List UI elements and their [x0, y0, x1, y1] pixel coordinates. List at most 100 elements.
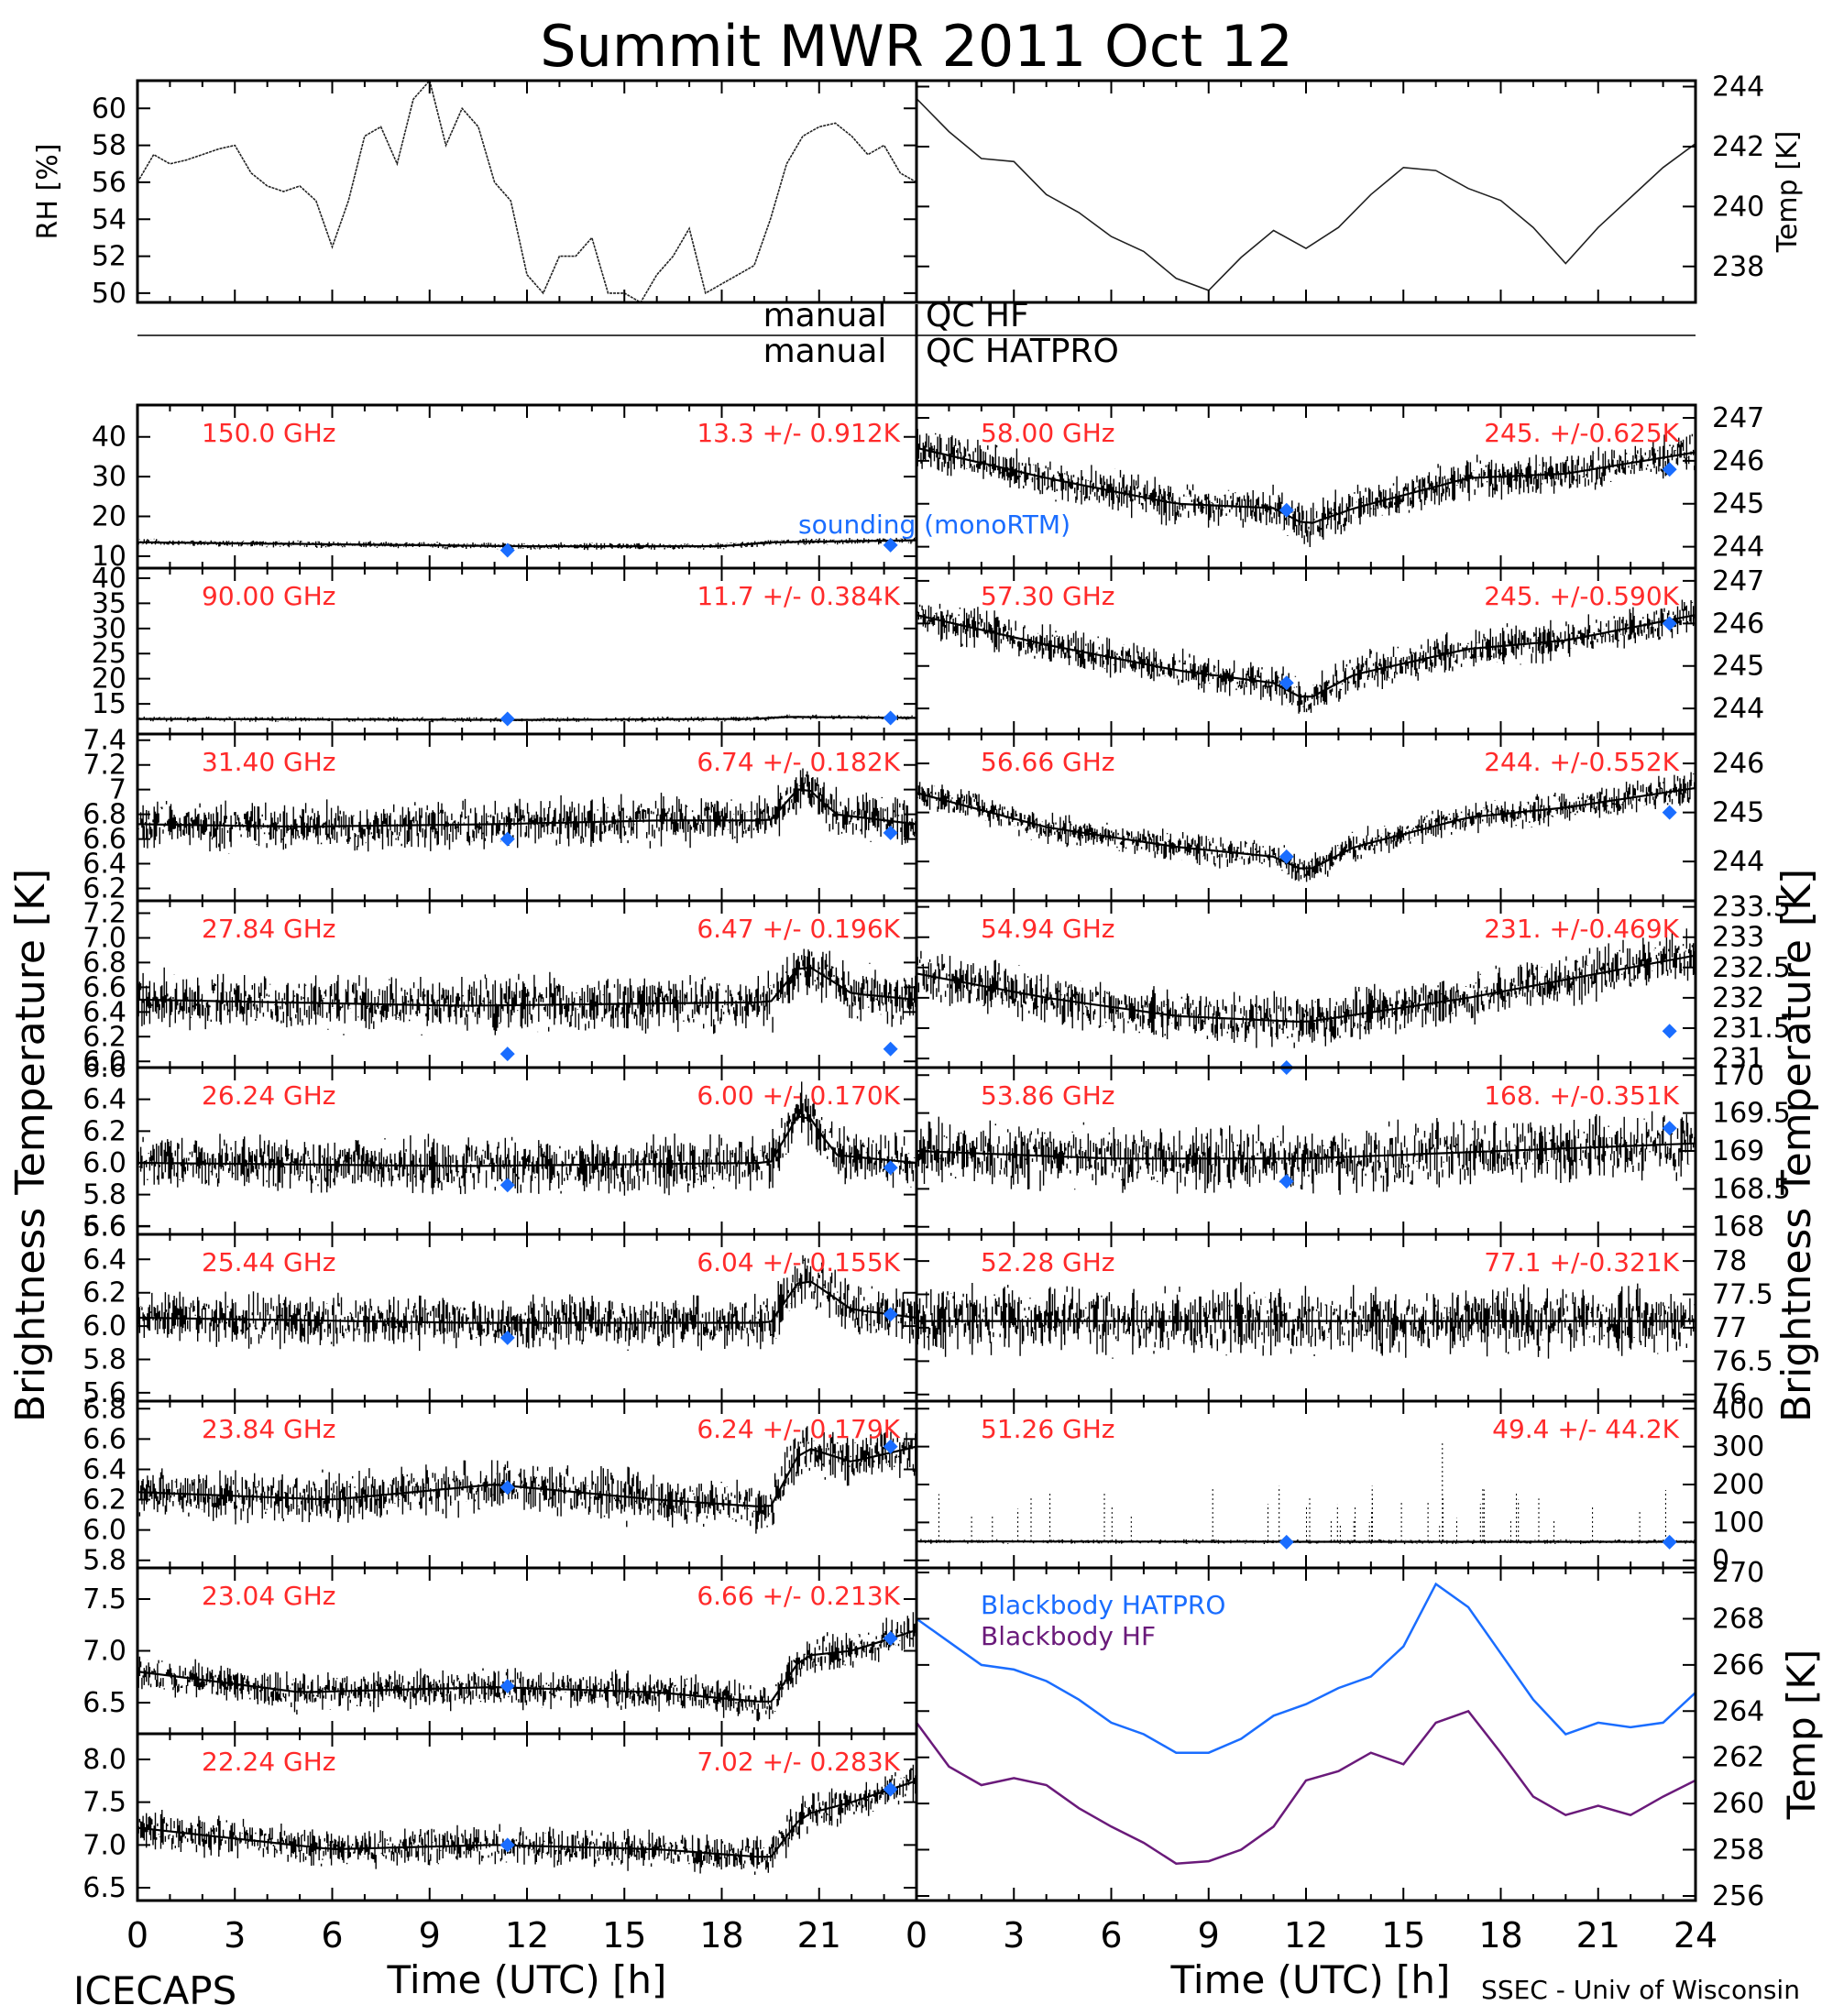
- tb5126-ytick-label-1: 100: [1712, 1507, 1764, 1539]
- tb2624-ytick-label-3: 6.2: [82, 1115, 126, 1147]
- plot-area-blackbody: [916, 1582, 1696, 1865]
- right-big-ylabel: Brightness Temperature [K]: [1773, 869, 1820, 1422]
- tb3140-tb-scatter: [137, 768, 916, 854]
- tb2624-freq-label: 26.24 GHz: [202, 1080, 336, 1111]
- panel-tb5386: 168 168.5 169 169.5 170 53.86 GHz 168. +/-0.35…: [915, 1059, 1791, 1244]
- tb90-ytick-label-2: 25: [92, 638, 126, 670]
- tb90-ytick-label-0: 15: [92, 688, 126, 720]
- tb2304-sounding-marker-1: [883, 1630, 898, 1646]
- tb150-ytick-label-3: 40: [92, 422, 126, 454]
- panel-ticks-tb5228: [916, 1234, 1696, 1401]
- tb5386-sounding-marker-0: [1279, 1174, 1294, 1189]
- tb5666-tb-trend: [916, 786, 1696, 870]
- tb150-sounding-marker-0: [499, 542, 515, 558]
- tb5666-ytick-label-1: 245: [1712, 797, 1764, 829]
- blackbody-ytick-label-2: 260: [1712, 1788, 1764, 1820]
- tb5126-tb-spikes: [938, 1442, 1666, 1541]
- tb5800-ytick-label-2: 246: [1712, 445, 1764, 477]
- tb150-freq-label: 150.0 GHz: [202, 418, 336, 448]
- panel-ticks-tb2224: [137, 1734, 917, 1901]
- tb5494-tb-trend: [916, 954, 1696, 1024]
- tb2544-freq-label: 25.44 GHz: [202, 1247, 336, 1277]
- tb2784-ytick-label-6: 7.2: [82, 897, 126, 929]
- panel-ticks-tb5666: [916, 734, 1696, 901]
- left-xtick-21: 21: [797, 1915, 841, 1956]
- tb2304-ytick-label-2: 7.5: [82, 1583, 126, 1616]
- tb2384-ytick-label-3: 6.4: [82, 1453, 126, 1485]
- tb5386-ytick-label-1: 168.5: [1712, 1173, 1791, 1205]
- rh-series-line: [137, 81, 916, 302]
- tb5666-ytick-label-2: 246: [1712, 748, 1764, 780]
- tb5126-ytick-label-0: 0: [1712, 1545, 1729, 1577]
- right-xlabel: Time (UTC) [h]: [1170, 1957, 1451, 2002]
- panel-ticks-rh: [137, 81, 917, 302]
- tb5126-sounding-marker-1: [1662, 1534, 1677, 1550]
- tb150-sounding-marker-1: [883, 537, 898, 553]
- tb5730-tb-trend: [916, 614, 1696, 698]
- right-xtick-6: 6: [1100, 1915, 1122, 1956]
- blackbody-ylabel: Temp [K]: [1779, 1649, 1824, 1821]
- tb2384-stat-label: 6.24 +/- 0.179K: [697, 1414, 900, 1444]
- blackbody-ytick-label-7: 270: [1712, 1557, 1764, 1589]
- tb2624-ytick-label-4: 6.4: [82, 1084, 126, 1116]
- blackbody-series-0: [916, 1582, 1696, 1754]
- tb2784-ytick-label-3: 6.6: [82, 971, 126, 1003]
- tb5386-stat-label: 168. +/-0.351K: [1484, 1080, 1679, 1111]
- tb2224-ytick-label-1: 7.0: [82, 1829, 126, 1861]
- panel-ticks-tb5386: [916, 1068, 1696, 1234]
- tb5126-ytick-label-3: 300: [1712, 1431, 1764, 1463]
- tb5666-tb-scatter: [916, 772, 1696, 882]
- plot-area-tb2624: [137, 1081, 916, 1196]
- plot-area-temp: [916, 98, 1696, 291]
- panel-tb2384: 5.86.06.26.46.66.8 23.84 GHz 6.24 +/- 0.17…: [82, 1393, 918, 1577]
- tb90-sounding-marker-0: [499, 711, 515, 727]
- tb3140-ytick-label-1: 6.4: [82, 849, 126, 881]
- tb5800-sounding-marker-0: [1279, 502, 1294, 518]
- panel-tb2624: 5.65.86.06.26.46.626.24 GHz 6.00 +/- 0.17…: [82, 1052, 918, 1243]
- left-xlabel: Time (UTC) [h]: [387, 1957, 667, 2002]
- left-xtick-0: 0: [126, 1915, 148, 1956]
- left-xtick-18: 18: [699, 1915, 743, 1956]
- tb90-ytick-label-3: 30: [92, 613, 126, 645]
- tb5228-ytick-label-2: 77: [1712, 1312, 1747, 1344]
- figure-title: Summit MWR 2011 Oct 12: [540, 13, 1293, 80]
- tb5494-ytick-label-3: 232.5: [1712, 952, 1791, 984]
- blackbody-ytick-label-4: 264: [1712, 1695, 1764, 1727]
- tb2784-tb-scatter: [137, 948, 916, 1035]
- panel-tb2304: 6.5 7.0 7.5 23.04 GHz 6.66 +/- 0.213K: [82, 1566, 918, 1736]
- tb5386-ytick-label-4: 170: [1712, 1059, 1764, 1091]
- tb3140-ytick-label-2: 6.6: [82, 824, 126, 856]
- rh-ytick-label-4: 58: [92, 130, 126, 162]
- temp-ytick-label-2: 242: [1712, 131, 1764, 163]
- tb90-freq-label: 90.00 GHz: [202, 581, 336, 611]
- tb2384-freq-label: 23.84 GHz: [202, 1414, 336, 1444]
- right-xtick-21: 21: [1576, 1915, 1620, 1956]
- right-xtick-0: 0: [906, 1915, 927, 1956]
- tb5494-tb-scatter: [916, 928, 1696, 1048]
- tb5126-ytick-label-2: 200: [1712, 1469, 1764, 1501]
- tb5666-stat-label: 244. +/-0.552K: [1484, 747, 1679, 777]
- tb5800-freq-label: 58.00 GHz: [981, 418, 1115, 448]
- temp-ytick-label-3: 244: [1712, 71, 1764, 104]
- tb2624-tb-trend: [137, 1114, 916, 1167]
- tb5494-ytick-label-0: 231: [1712, 1043, 1764, 1075]
- right-xtick-3: 3: [1003, 1915, 1025, 1956]
- plot-area-tb150: [137, 537, 916, 551]
- tb5494-stat-label: 231. +/-0.469K: [1484, 914, 1679, 944]
- tb3140-freq-label: 31.40 GHz: [202, 747, 336, 777]
- tb2544-ytick-label-5: 6.6: [82, 1211, 126, 1243]
- tb90-ytick-label-1: 20: [92, 663, 126, 696]
- tb2784-ytick-label-5: 7.0: [82, 922, 126, 954]
- tb2784-ytick-label-1: 6.2: [82, 1021, 126, 1053]
- tb150-ytick-label-0: 10: [92, 541, 126, 573]
- panel-ticks-blackbody: [916, 1568, 1696, 1901]
- plot-area-tb5126: [916, 1442, 1696, 1545]
- tb2624-ytick-label-2: 6.0: [82, 1147, 126, 1179]
- tb2784-sounding-marker-0: [499, 1046, 515, 1062]
- tb5800-tb-trend: [916, 446, 1696, 524]
- tb5126-stat-label: 49.4 +/- 44.2K: [1492, 1414, 1679, 1444]
- tb90-ytick-label-4: 35: [92, 587, 126, 619]
